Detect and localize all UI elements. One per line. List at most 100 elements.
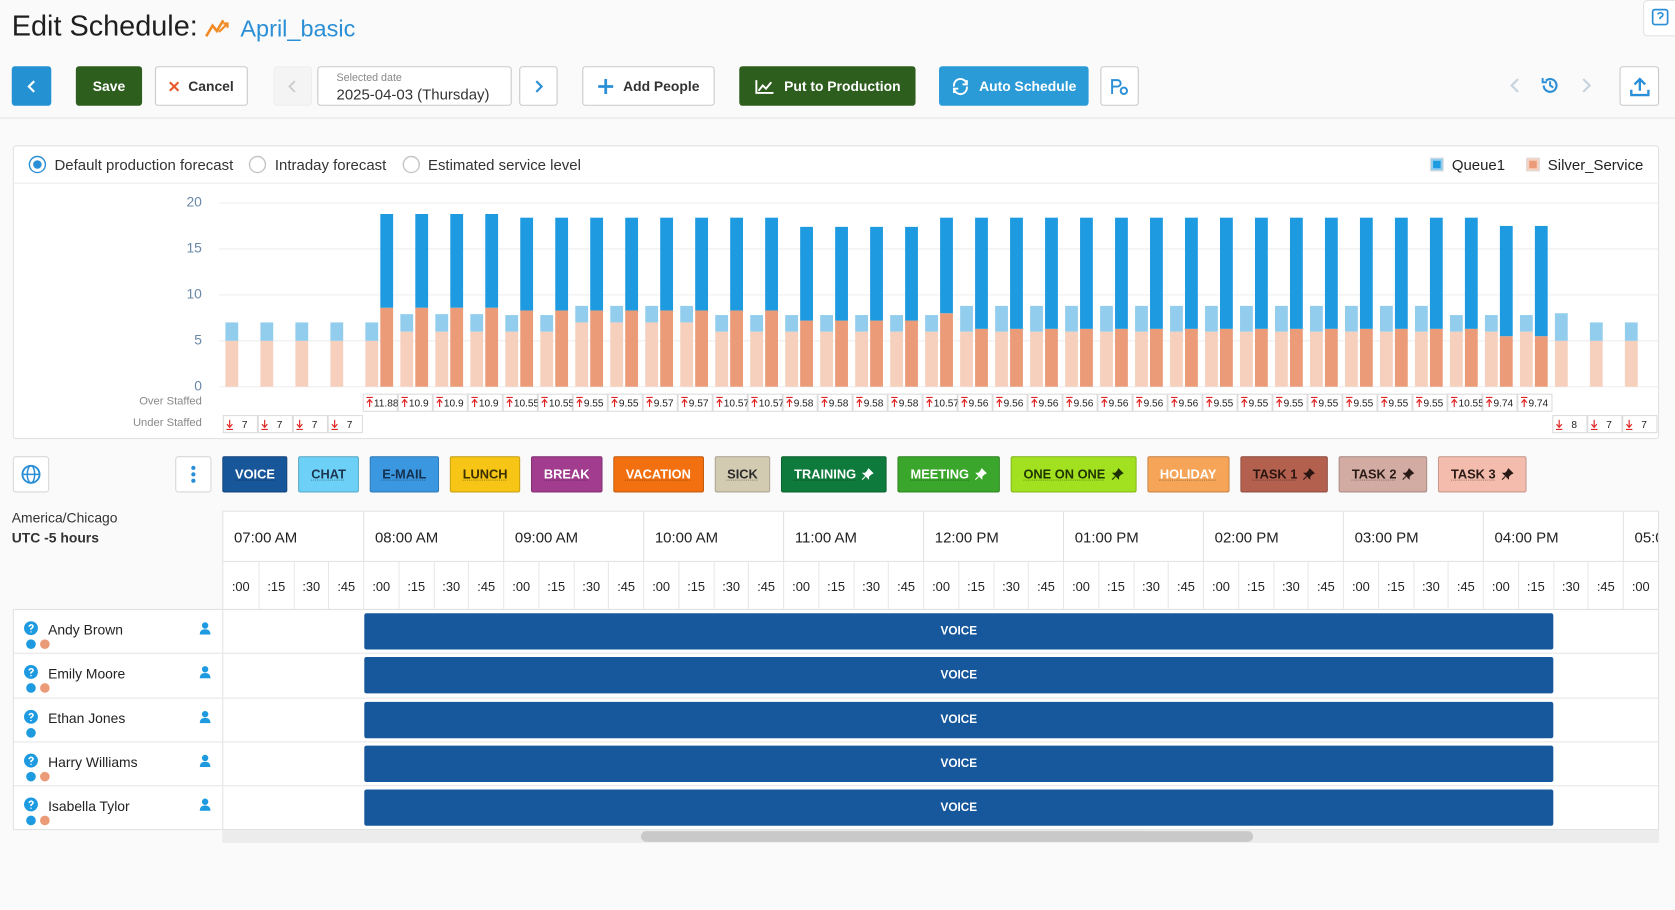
add-people-button[interactable]: Add People bbox=[582, 66, 715, 106]
forecast-bar-segment bbox=[1205, 305, 1218, 332]
scheduled-bar-segment bbox=[555, 217, 569, 311]
forecast-bar-segment bbox=[820, 331, 834, 387]
back-button[interactable] bbox=[11, 66, 52, 106]
agent-profile-icon bbox=[199, 754, 211, 767]
agent-name[interactable]: Andy Brown bbox=[48, 621, 123, 638]
over-staffed-box bbox=[817, 393, 853, 412]
activity-button[interactable]: TASK 1 bbox=[1239, 456, 1329, 493]
scheduled-bar-segment bbox=[940, 217, 953, 314]
settings-button[interactable] bbox=[1100, 66, 1139, 106]
activity-label: BREAK bbox=[543, 466, 590, 482]
staff-arrow bbox=[1241, 396, 1248, 408]
shift-bar[interactable]: VOICE bbox=[364, 657, 1554, 694]
export-button[interactable] bbox=[1619, 66, 1660, 106]
shift-bar[interactable]: VOICE bbox=[364, 613, 1554, 650]
under-staffed-value: 7 bbox=[277, 420, 283, 431]
scrollbar-thumb[interactable] bbox=[640, 831, 1254, 842]
minute-cell: :00 bbox=[783, 561, 818, 609]
radio-option[interactable]: Default production forecast bbox=[28, 155, 233, 174]
schedule-name[interactable]: April_basic bbox=[240, 14, 356, 42]
icon-part bbox=[1542, 77, 1558, 93]
cancel-button[interactable]: Cancel bbox=[154, 66, 248, 106]
auto-schedule-button[interactable]: Auto Schedule bbox=[939, 66, 1089, 106]
agent-name[interactable]: Ethan Jones bbox=[48, 709, 126, 727]
radio-option[interactable]: Estimated service level bbox=[401, 155, 581, 174]
minute-cell: :45 bbox=[1587, 561, 1623, 609]
activity-button[interactable]: CHAT bbox=[298, 456, 359, 493]
over-staffed-value: 9.55 bbox=[1319, 398, 1339, 409]
forecast-bar-segment bbox=[1449, 331, 1463, 387]
menu-button[interactable] bbox=[175, 456, 212, 493]
scheduled-bar-segment bbox=[1429, 328, 1443, 387]
activity-label: TASK 1 bbox=[1252, 466, 1298, 482]
redo-button[interactable] bbox=[1578, 77, 1595, 94]
date-picker[interactable]: Selected date 2025-04-03 (Thursday) bbox=[317, 66, 512, 106]
activity-button[interactable]: TASK 2 bbox=[1339, 456, 1428, 493]
activity-button[interactable]: TRAINING bbox=[781, 456, 888, 493]
over-staffed-box bbox=[922, 393, 958, 412]
shift-bar[interactable]: VOICE bbox=[364, 789, 1554, 826]
over-staffed-box bbox=[432, 393, 468, 412]
timezone-button[interactable] bbox=[12, 456, 50, 493]
over-staffed-box bbox=[397, 393, 433, 412]
activity-button[interactable]: VACATION bbox=[612, 456, 704, 493]
put-to-production-button[interactable]: Put to Production bbox=[739, 66, 916, 106]
agent-cell bbox=[14, 742, 224, 786]
scheduled-bar-segment bbox=[1115, 328, 1128, 387]
activity-button[interactable]: HOLIDAY bbox=[1147, 456, 1230, 493]
agent-row: Ethan Jones VOICE bbox=[13, 698, 1659, 743]
shift-bar[interactable]: VOICE bbox=[364, 701, 1554, 738]
activity-button[interactable]: LUNCH bbox=[449, 456, 521, 493]
forecast-options: Default production forecast Intraday fore… bbox=[28, 154, 596, 175]
undo-button[interactable] bbox=[1506, 77, 1523, 94]
save-button[interactable]: Save bbox=[75, 66, 143, 106]
agent-name[interactable]: Emily Moore bbox=[48, 665, 126, 682]
shift-bar[interactable]: VOICE bbox=[364, 745, 1554, 782]
activity-button[interactable]: MEETING bbox=[897, 456, 1000, 493]
help-icon bbox=[1651, 8, 1669, 26]
scheduled-bar-segment bbox=[450, 307, 464, 387]
hour-cell: 01:00 PM bbox=[1062, 511, 1203, 562]
forecast-bar-segment bbox=[820, 315, 834, 332]
staff-arrow bbox=[1555, 419, 1563, 431]
minute-cell: :00 bbox=[923, 561, 958, 609]
minute-cell: :30 bbox=[433, 561, 468, 609]
agent-name[interactable]: Harry Williams bbox=[48, 754, 138, 771]
icon-part bbox=[1111, 78, 1122, 94]
next-date-button[interactable] bbox=[519, 66, 558, 106]
over-staffed-box bbox=[992, 393, 1028, 412]
staff-arrow bbox=[751, 396, 758, 408]
activity-button[interactable]: TASK 3 bbox=[1438, 456, 1527, 493]
prev-date-button[interactable] bbox=[273, 66, 312, 106]
hour-cell: 10:00 AM bbox=[643, 511, 784, 562]
radio-dot bbox=[33, 160, 42, 169]
legend-item[interactable]: Queue1 bbox=[1429, 156, 1505, 173]
history-button[interactable] bbox=[1539, 75, 1560, 96]
staff-arrow bbox=[926, 396, 933, 408]
staff-arrow bbox=[1136, 396, 1143, 408]
activity-label: MEETING bbox=[910, 466, 969, 482]
activity-button[interactable]: SICK bbox=[714, 456, 771, 493]
legend-item[interactable]: Silver_Service bbox=[1525, 156, 1643, 173]
activity-button[interactable]: VOICE bbox=[222, 456, 288, 493]
activity-button[interactable]: BREAK bbox=[531, 456, 603, 493]
radio-option[interactable]: Intraday forecast bbox=[248, 155, 386, 174]
activity-button[interactable]: E-MAIL bbox=[369, 456, 440, 493]
status-mark bbox=[28, 800, 34, 809]
scheduled-bar-segment bbox=[695, 310, 709, 387]
profile-body bbox=[199, 761, 211, 767]
help-button[interactable] bbox=[1643, 0, 1675, 37]
scheduled-bar-segment bbox=[660, 310, 674, 387]
kebab-icon bbox=[191, 465, 196, 483]
under-staffed-value: 8 bbox=[1571, 420, 1577, 431]
forecast-bar-segment bbox=[540, 315, 554, 332]
icon-part bbox=[1541, 77, 1547, 84]
minute-cell: :30 bbox=[573, 561, 608, 609]
agent-profile-icon bbox=[199, 710, 211, 723]
skill-dot bbox=[26, 727, 36, 738]
pin-icon bbox=[1303, 468, 1316, 481]
under-staffed-box bbox=[1622, 415, 1658, 434]
activity-button[interactable]: ONE ON ONE bbox=[1010, 456, 1137, 493]
scheduled-bar-segment bbox=[450, 214, 464, 308]
agent-name[interactable]: Isabella Tylor bbox=[48, 798, 130, 815]
